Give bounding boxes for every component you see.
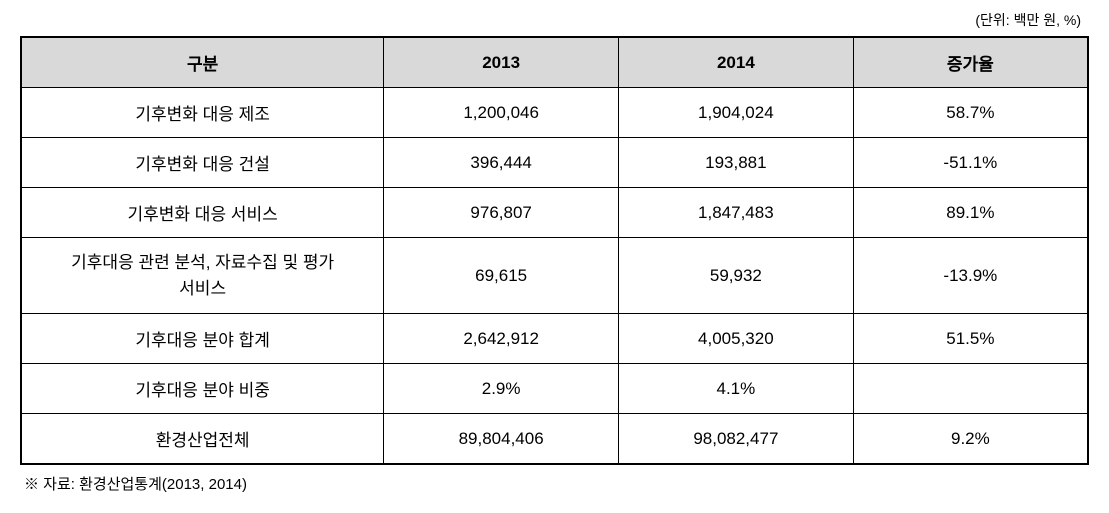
- cell-category: 기후변화 대응 서비스: [21, 188, 384, 238]
- cell-rate: 89.1%: [853, 188, 1088, 238]
- cell-rate: 51.5%: [853, 314, 1088, 364]
- header-year2: 2014: [619, 37, 854, 88]
- cell-category: 환경산업전체: [21, 414, 384, 465]
- cell-year2: 4.1%: [619, 364, 854, 414]
- cell-category: 기후대응 관련 분석, 자료수집 및 평가서비스: [21, 238, 384, 314]
- cell-year1: 1,200,046: [384, 88, 619, 138]
- cell-category: 기후대응 분야 비중: [21, 364, 384, 414]
- cell-rate: [853, 364, 1088, 414]
- header-year1: 2013: [384, 37, 619, 88]
- table-row: 기후변화 대응 서비스 976,807 1,847,483 89.1%: [21, 188, 1088, 238]
- cell-year1: 976,807: [384, 188, 619, 238]
- table-row: 기후변화 대응 제조 1,200,046 1,904,024 58.7%: [21, 88, 1088, 138]
- data-table: 구분 2013 2014 증가율 기후변화 대응 제조 1,200,046 1,…: [20, 36, 1089, 465]
- cell-category: 기후변화 대응 건설: [21, 138, 384, 188]
- table-body: 기후변화 대응 제조 1,200,046 1,904,024 58.7% 기후변…: [21, 88, 1088, 465]
- table-row: 기후대응 분야 비중 2.9% 4.1%: [21, 364, 1088, 414]
- cell-year2: 193,881: [619, 138, 854, 188]
- header-category: 구분: [21, 37, 384, 88]
- unit-note: (단위: 백만 원, %): [20, 10, 1089, 30]
- cell-year1: 396,444: [384, 138, 619, 188]
- header-rate: 증가율: [853, 37, 1088, 88]
- table-header-row: 구분 2013 2014 증가율: [21, 37, 1088, 88]
- cell-rate: -51.1%: [853, 138, 1088, 188]
- table-row: 기후대응 분야 합계 2,642,912 4,005,320 51.5%: [21, 314, 1088, 364]
- cell-year2: 59,932: [619, 238, 854, 314]
- cell-year1: 2,642,912: [384, 314, 619, 364]
- cell-year1: 2.9%: [384, 364, 619, 414]
- cell-year2: 1,904,024: [619, 88, 854, 138]
- source-note: ※ 자료: 환경산업통계(2013, 2014): [20, 473, 1089, 494]
- cell-category: 기후변화 대응 제조: [21, 88, 384, 138]
- table-row: 기후변화 대응 건설 396,444 193,881 -51.1%: [21, 138, 1088, 188]
- cell-rate: 9.2%: [853, 414, 1088, 465]
- cell-year1: 69,615: [384, 238, 619, 314]
- cell-year2: 4,005,320: [619, 314, 854, 364]
- table-row: 기후대응 관련 분석, 자료수집 및 평가서비스 69,615 59,932 -…: [21, 238, 1088, 314]
- cell-rate: -13.9%: [853, 238, 1088, 314]
- table-row: 환경산업전체 89,804,406 98,082,477 9.2%: [21, 414, 1088, 465]
- cell-rate: 58.7%: [853, 88, 1088, 138]
- cell-category: 기후대응 분야 합계: [21, 314, 384, 364]
- cell-year2: 98,082,477: [619, 414, 854, 465]
- cell-year1: 89,804,406: [384, 414, 619, 465]
- cell-year2: 1,847,483: [619, 188, 854, 238]
